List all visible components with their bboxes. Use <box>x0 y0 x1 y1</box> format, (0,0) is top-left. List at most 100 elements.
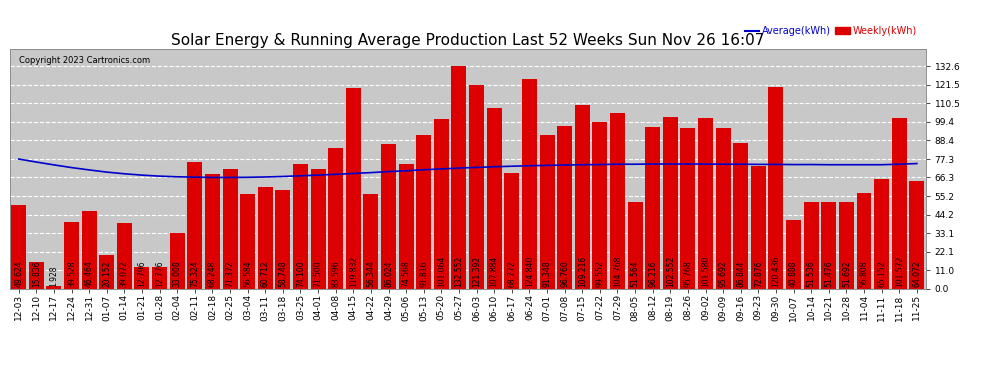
Bar <box>117 223 132 289</box>
Bar <box>434 119 448 289</box>
Text: 119.832: 119.832 <box>348 256 357 287</box>
Bar <box>451 66 466 289</box>
Bar <box>557 126 572 289</box>
Text: 51.476: 51.476 <box>825 261 834 287</box>
Bar <box>64 222 79 289</box>
Text: 12.776: 12.776 <box>155 261 164 287</box>
Text: 56.808: 56.808 <box>859 261 868 287</box>
Text: 107.884: 107.884 <box>490 256 499 287</box>
Bar <box>311 169 326 289</box>
Text: 56.344: 56.344 <box>366 260 375 287</box>
Text: 96.216: 96.216 <box>648 261 657 287</box>
Text: 101.580: 101.580 <box>701 256 710 287</box>
Text: 72.876: 72.876 <box>753 261 763 287</box>
Bar <box>504 173 520 289</box>
Text: 46.464: 46.464 <box>85 260 94 287</box>
Text: 120.436: 120.436 <box>771 256 780 287</box>
Bar <box>152 267 167 289</box>
Bar <box>804 202 819 289</box>
Text: 74.100: 74.100 <box>296 261 305 287</box>
Text: 20.152: 20.152 <box>102 261 111 287</box>
Bar <box>346 88 360 289</box>
Text: 132.552: 132.552 <box>454 256 463 287</box>
Text: 64.072: 64.072 <box>913 261 922 287</box>
Text: 60.712: 60.712 <box>260 261 269 287</box>
Bar <box>750 166 766 289</box>
Bar <box>768 87 783 289</box>
Bar <box>680 128 695 289</box>
Text: 51.536: 51.536 <box>807 261 816 287</box>
Bar <box>663 117 678 289</box>
Bar <box>610 113 625 289</box>
Text: 86.024: 86.024 <box>384 261 393 287</box>
Text: 124.840: 124.840 <box>525 256 534 287</box>
Bar <box>47 285 61 289</box>
Text: 56.584: 56.584 <box>244 261 252 287</box>
Text: 96.760: 96.760 <box>560 260 569 287</box>
Text: 71.500: 71.500 <box>314 261 323 287</box>
Text: 74.568: 74.568 <box>402 261 411 287</box>
Text: 1.928: 1.928 <box>50 266 58 287</box>
Text: 95.692: 95.692 <box>719 261 728 287</box>
Text: 40.888: 40.888 <box>789 261 798 287</box>
Text: 121.392: 121.392 <box>472 256 481 287</box>
Bar <box>575 105 590 289</box>
Text: 86.844: 86.844 <box>737 261 745 287</box>
Text: 104.768: 104.768 <box>613 256 622 287</box>
Bar <box>29 262 44 289</box>
Text: 91.816: 91.816 <box>419 261 429 287</box>
Text: 71.372: 71.372 <box>226 261 235 287</box>
Text: 95.768: 95.768 <box>683 261 692 287</box>
Bar <box>734 143 748 289</box>
Bar <box>628 202 643 289</box>
Bar <box>822 202 837 289</box>
Bar <box>540 135 554 289</box>
Text: 33.008: 33.008 <box>172 261 182 287</box>
Bar <box>363 194 378 289</box>
Bar <box>698 118 713 289</box>
Text: 99.552: 99.552 <box>595 261 604 287</box>
Bar <box>910 181 925 289</box>
Text: 101.064: 101.064 <box>437 256 446 287</box>
Text: 101.572: 101.572 <box>895 256 904 287</box>
Bar <box>487 108 502 289</box>
Bar <box>187 162 202 289</box>
Bar <box>205 174 220 289</box>
Bar <box>81 211 97 289</box>
Bar <box>839 202 854 289</box>
Bar <box>99 255 114 289</box>
Title: Solar Energy & Running Average Production Last 52 Weeks Sun Nov 26 16:07: Solar Energy & Running Average Productio… <box>171 33 764 48</box>
Bar <box>381 144 396 289</box>
Text: 39.528: 39.528 <box>67 261 76 287</box>
Bar <box>856 194 871 289</box>
Bar <box>275 190 290 289</box>
Text: 51.692: 51.692 <box>842 261 850 287</box>
Bar <box>329 148 344 289</box>
Bar <box>522 79 537 289</box>
Bar <box>135 267 149 289</box>
Bar <box>241 194 255 289</box>
Bar <box>169 233 185 289</box>
Text: 49.624: 49.624 <box>14 261 23 287</box>
Text: 91.348: 91.348 <box>543 261 551 287</box>
Bar <box>645 127 660 289</box>
Bar <box>11 206 26 289</box>
Bar <box>416 135 432 289</box>
Bar <box>469 85 484 289</box>
Text: 51.564: 51.564 <box>631 261 640 287</box>
Bar <box>293 164 308 289</box>
Text: 109.216: 109.216 <box>578 256 587 287</box>
Bar <box>874 179 889 289</box>
Bar <box>223 169 238 289</box>
Bar <box>399 164 414 289</box>
Bar <box>257 187 272 289</box>
Text: 75.324: 75.324 <box>190 261 199 287</box>
Text: 39.072: 39.072 <box>120 261 129 287</box>
Bar <box>786 220 801 289</box>
Bar <box>716 128 731 289</box>
Legend: Average(kWh), Weekly(kWh): Average(kWh), Weekly(kWh) <box>741 22 921 40</box>
Text: Copyright 2023 Cartronics.com: Copyright 2023 Cartronics.com <box>19 56 150 65</box>
Text: 12.796: 12.796 <box>138 261 147 287</box>
Text: 102.552: 102.552 <box>666 256 675 287</box>
Text: 65.152: 65.152 <box>877 261 886 287</box>
